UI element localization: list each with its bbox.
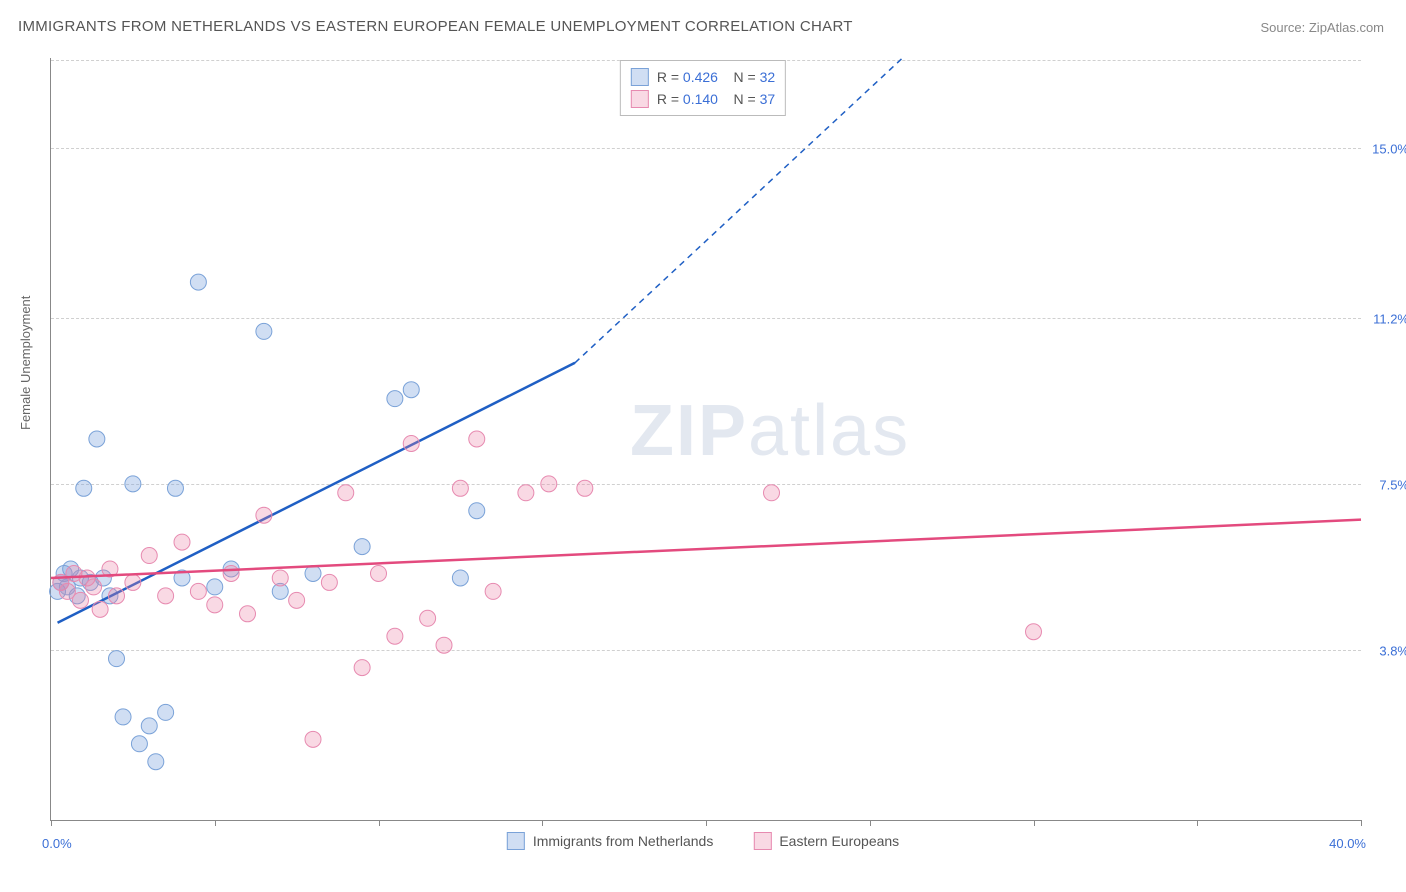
y-tick-label: 3.8% (1379, 643, 1406, 658)
scatter-point-netherlands (125, 476, 141, 492)
scatter-point-eastern (207, 597, 223, 613)
netherlands-n-value: 32 (760, 69, 776, 85)
scatter-point-eastern (420, 610, 436, 626)
scatter-point-netherlands (158, 704, 174, 720)
x-max-label: 40.0% (1329, 836, 1366, 851)
bottom-legend-label-netherlands: Immigrants from Netherlands (533, 833, 714, 849)
scatter-point-eastern (577, 480, 593, 496)
y-tick-label: 11.2% (1373, 311, 1406, 326)
scatter-point-netherlands (387, 391, 403, 407)
scatter-point-eastern (272, 570, 288, 586)
y-tick-label: 7.5% (1379, 477, 1406, 492)
scatter-point-eastern (158, 588, 174, 604)
scatter-point-eastern (485, 583, 501, 599)
x-tick (706, 820, 707, 826)
scatter-point-eastern (174, 534, 190, 550)
bottom-legend-netherlands: Immigrants from Netherlands (507, 832, 714, 850)
bottom-legend-eastern: Eastern Europeans (753, 832, 899, 850)
correlation-legend: R = 0.426 N = 32 R = 0.140 N = 37 (620, 60, 786, 116)
scatter-point-netherlands (207, 579, 223, 595)
scatter-point-eastern (190, 583, 206, 599)
source-label: Source: ZipAtlas.com (1260, 20, 1384, 35)
scatter-point-eastern (289, 592, 305, 608)
legend-swatch-eastern (631, 90, 649, 108)
scatter-point-netherlands (354, 539, 370, 555)
y-axis-label: Female Unemployment (18, 296, 33, 430)
scatter-point-eastern (86, 579, 102, 595)
scatter-point-eastern (109, 588, 125, 604)
x-tick (215, 820, 216, 826)
plot-svg (51, 58, 1361, 820)
scatter-point-eastern (141, 548, 157, 564)
scatter-point-netherlands (452, 570, 468, 586)
scatter-point-eastern (518, 485, 534, 501)
legend-swatch-eastern-bottom (753, 832, 771, 850)
x-tick (870, 820, 871, 826)
scatter-point-eastern (452, 480, 468, 496)
scatter-point-eastern (469, 431, 485, 447)
scatter-point-eastern (92, 601, 108, 617)
legend-row-eastern: R = 0.140 N = 37 (631, 88, 775, 110)
y-tick-label: 15.0% (1372, 141, 1406, 156)
scatter-point-netherlands (167, 480, 183, 496)
scatter-point-eastern (223, 565, 239, 581)
scatter-point-eastern (387, 628, 403, 644)
legend-swatch-netherlands (631, 68, 649, 86)
scatter-point-eastern (371, 565, 387, 581)
scatter-point-netherlands (89, 431, 105, 447)
scatter-point-eastern (436, 637, 452, 653)
scatter-point-netherlands (109, 651, 125, 667)
legend-swatch-netherlands-bottom (507, 832, 525, 850)
x-tick (379, 820, 380, 826)
scatter-point-netherlands (190, 274, 206, 290)
netherlands-r-value: 0.426 (683, 69, 718, 85)
x-tick (1034, 820, 1035, 826)
scatter-point-netherlands (141, 718, 157, 734)
x-tick (1197, 820, 1198, 826)
scatter-point-eastern (1026, 624, 1042, 640)
legend-row-netherlands: R = 0.426 N = 32 (631, 66, 775, 88)
scatter-point-eastern (321, 574, 337, 590)
bottom-legend-label-eastern: Eastern Europeans (779, 833, 899, 849)
n-prefix: N = (734, 91, 756, 107)
x-tick (51, 820, 52, 826)
eastern-r-value: 0.140 (683, 91, 718, 107)
scatter-point-eastern (240, 606, 256, 622)
chart-title: IMMIGRANTS FROM NETHERLANDS VS EASTERN E… (18, 18, 853, 35)
scatter-point-netherlands (115, 709, 131, 725)
scatter-point-eastern (338, 485, 354, 501)
n-prefix: N = (734, 69, 756, 85)
scatter-point-netherlands (403, 382, 419, 398)
scatter-point-netherlands (131, 736, 147, 752)
x-tick (542, 820, 543, 826)
r-prefix: R = (657, 91, 679, 107)
scatter-point-eastern (72, 592, 88, 608)
scatter-point-eastern (305, 731, 321, 747)
eastern-n-value: 37 (760, 91, 776, 107)
plot-area: 3.8%7.5%11.2%15.0% (50, 58, 1361, 821)
x-origin-label: 0.0% (42, 836, 72, 851)
r-prefix: R = (657, 69, 679, 85)
scatter-point-eastern (764, 485, 780, 501)
scatter-point-eastern (256, 507, 272, 523)
scatter-point-eastern (541, 476, 557, 492)
scatter-point-netherlands (256, 323, 272, 339)
scatter-point-netherlands (76, 480, 92, 496)
scatter-point-eastern (403, 435, 419, 451)
scatter-point-netherlands (305, 565, 321, 581)
bottom-legend: Immigrants from Netherlands Eastern Euro… (507, 832, 899, 850)
scatter-point-eastern (354, 660, 370, 676)
scatter-point-netherlands (148, 754, 164, 770)
scatter-point-eastern (125, 574, 141, 590)
x-tick (1361, 820, 1362, 826)
scatter-point-netherlands (469, 503, 485, 519)
